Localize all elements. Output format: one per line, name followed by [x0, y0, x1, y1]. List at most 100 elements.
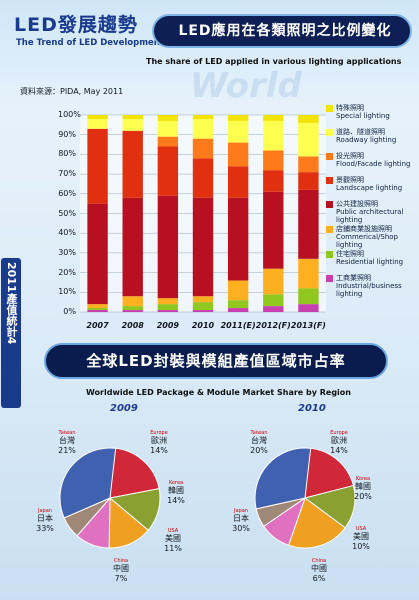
legend-item: 道路、隧道照明 Roadway lighting — [326, 128, 418, 144]
bar-segment — [122, 115, 143, 119]
bar-segment — [157, 195, 179, 299]
watermark: World — [190, 66, 302, 106]
pie-2009-title: 2009 — [110, 403, 138, 414]
pie-label-en: Korea — [355, 476, 371, 482]
bar-segment — [122, 197, 143, 297]
bar-segment — [192, 138, 214, 159]
bar-segment — [87, 115, 108, 119]
bar-segment — [157, 136, 179, 147]
bar-segment — [263, 306, 284, 312]
pie-label-value: 6% — [312, 574, 326, 583]
x-tick-label: 2007 — [86, 321, 109, 330]
bar-segment — [87, 128, 108, 204]
pie-label: Japan 日本 30% — [226, 508, 256, 534]
bar-segment — [157, 115, 179, 121]
pie-label: Taiwan 台灣 20% — [244, 430, 274, 456]
y-tick-label: 80% — [58, 149, 76, 159]
pie-label-value: 20% — [354, 492, 372, 501]
bar-segment — [87, 310, 108, 312]
bar-segment — [192, 302, 214, 311]
pie-label: Taiwan 台灣 21% — [52, 430, 82, 456]
pie-label: Japan 日本 33% — [30, 508, 60, 534]
bar-segment — [263, 268, 284, 295]
legend-swatch — [326, 153, 333, 160]
bar-segment — [263, 191, 284, 269]
legend-swatch — [326, 201, 333, 208]
bar-segment — [157, 304, 179, 311]
pie-label-en: China — [311, 558, 327, 564]
x-tick-label: 2013(F) — [290, 321, 326, 330]
legend-label-en: Flood/Facade lighting — [336, 160, 411, 168]
x-tick-label: 2009 — [156, 321, 179, 330]
y-tick-label: 60% — [58, 188, 76, 198]
bar-segment — [192, 118, 214, 139]
pie-slice — [109, 447, 160, 499]
legend-swatch — [326, 129, 333, 136]
bar-segment — [298, 304, 319, 312]
legend-swatch — [326, 251, 333, 258]
bar-segment — [227, 166, 249, 198]
y-tick-label: 50% — [58, 208, 76, 218]
pie-label-value: 33% — [36, 524, 54, 533]
pie-label-value: 20% — [250, 446, 268, 455]
bar-segment — [157, 310, 179, 312]
header-title-cn: LED發展趨勢 — [14, 14, 138, 36]
pie-label-value: 14% — [330, 446, 348, 455]
side-label: 2011產值統計4 — [5, 262, 18, 345]
pie-label-en: Korea — [168, 480, 184, 486]
pie-label: China 中國 7% — [106, 558, 136, 584]
bar-segment — [122, 130, 143, 198]
header-title-en: The Trend of LED Development — [16, 38, 164, 48]
y-tick-label: 40% — [58, 228, 76, 238]
pie-label-value: 10% — [352, 542, 370, 551]
legend-item: 店鋪商業設施照明 Commerical/Shop lighting — [326, 225, 418, 249]
pie-label: Europe 歐洲 14% — [144, 430, 174, 456]
y-tick-label: 90% — [58, 129, 76, 139]
bar-segment — [298, 189, 319, 259]
pie-label-en: China — [113, 558, 129, 564]
bar-segment — [298, 258, 319, 289]
pie-label-value: 11% — [164, 544, 182, 553]
x-tick-label: 2012(F) — [255, 321, 291, 330]
pie-label-cn: 歐洲 — [151, 436, 167, 445]
bar-segment — [298, 122, 319, 157]
legend-label-cn: 投光照明 — [336, 152, 364, 160]
pie-label-cn: 歐洲 — [331, 436, 347, 445]
bar-segment — [227, 197, 249, 281]
pie-label-cn: 日本 — [233, 514, 249, 523]
bar-segment — [227, 280, 249, 301]
pie-label: China 中國 6% — [304, 558, 334, 584]
bar-segment — [157, 146, 179, 196]
pie-label-cn: 日本 — [37, 514, 53, 523]
bar-segment — [263, 294, 284, 307]
legend-label-en: Roadway lighting — [336, 136, 397, 144]
banner-2-subtitle: Worldwide LED Package & Module Market Sh… — [86, 388, 351, 397]
legend-label-en: Public architectural lighting — [336, 208, 404, 224]
pie-label-value: 14% — [167, 496, 185, 505]
legend-swatch — [326, 105, 333, 112]
bar-segment — [122, 296, 143, 307]
pie-label: USA 美國 10% — [346, 526, 376, 552]
y-tick-label: 0% — [63, 307, 76, 316]
legend-swatch — [326, 226, 333, 233]
legend-label-cn: 特殊照明 — [336, 104, 364, 112]
legend-item: 住宅照明 Residential lighting — [326, 250, 418, 266]
pie-label-en: USA — [355, 526, 367, 532]
legend-label-en: Residential lighting — [336, 258, 404, 266]
legend-label-en: Special lighting — [336, 112, 390, 120]
bar-segment — [157, 298, 179, 305]
legend-label-cn: 公共建設照明 — [336, 200, 378, 208]
bar-segment — [227, 115, 249, 121]
pie-label: Europe 歐洲 14% — [324, 430, 354, 456]
pie-label-cn: 中國 — [311, 564, 327, 573]
legend-item: 特殊照明 Special lighting — [326, 104, 418, 120]
legend-swatch — [326, 275, 333, 282]
legend-label-cn: 景觀照明 — [336, 176, 364, 184]
bar-segment — [263, 150, 284, 171]
pie-label-cn: 台灣 — [59, 436, 75, 445]
bar-segment — [298, 156, 319, 173]
bar-segment — [192, 310, 214, 312]
bar-segment — [298, 172, 319, 190]
pie-label-en: Taiwan — [250, 430, 268, 436]
